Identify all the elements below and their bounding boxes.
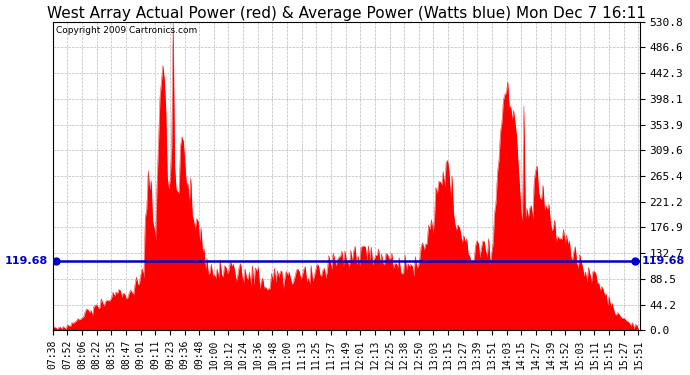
Text: 119.68: 119.68 xyxy=(5,256,48,266)
Text: 119.68: 119.68 xyxy=(641,256,684,266)
Title: West Array Actual Power (red) & Average Power (Watts blue) Mon Dec 7 16:11: West Array Actual Power (red) & Average … xyxy=(47,6,646,21)
Text: Copyright 2009 Cartronics.com: Copyright 2009 Cartronics.com xyxy=(56,26,197,35)
